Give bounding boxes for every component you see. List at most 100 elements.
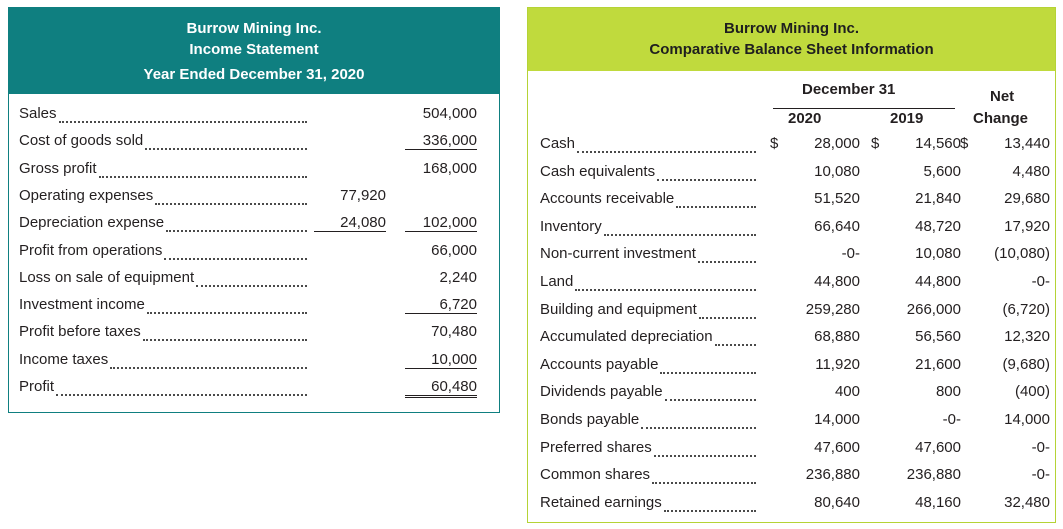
balance-row: Accumulated depreciation 68,880 56,560 12,3…: [540, 328, 1050, 355]
amount-2019: 800: [871, 383, 961, 400]
row-label: Investment income: [19, 296, 145, 314]
amount-2019: 236,880: [871, 466, 961, 483]
dot-leader: [196, 284, 307, 287]
col-change: Change: [973, 110, 1029, 127]
value: 236,880: [906, 466, 961, 484]
value: (10,080): [994, 245, 1050, 263]
dot-leader: [56, 394, 307, 396]
row-label: Dividends payable: [540, 383, 663, 401]
dot-leader: [699, 316, 756, 319]
amount-change: (400): [960, 383, 1050, 400]
amount-2019: 47,600: [871, 439, 961, 456]
value: 12,320: [1004, 328, 1050, 346]
balance-row: Bonds payable 14,000 -0- 14,000: [540, 411, 1050, 438]
income-row: Depreciation expense 24,080 102,000: [19, 214, 489, 241]
dot-leader: [575, 289, 756, 291]
balance-row: Inventory 66,640 48,720 17,920: [540, 218, 1050, 245]
amount-2020: 80,640: [770, 494, 860, 511]
value: 4,480: [1012, 162, 1050, 180]
balance-row: Accounts receivable 51,520 21,840 29,680: [540, 190, 1050, 217]
amount-2019: 21,600: [871, 356, 961, 373]
value: 66,640: [814, 217, 860, 235]
amount-outer: 168,000: [422, 159, 477, 177]
amount-change: (6,720): [960, 301, 1050, 318]
amount-2020: $28,000: [770, 135, 860, 152]
value: 68,880: [814, 328, 860, 346]
amount-inner: 24,080: [314, 214, 386, 233]
dot-leader: [652, 482, 756, 485]
amount-2019: 56,560: [871, 328, 961, 345]
income-row: Profit 60,480: [19, 378, 489, 405]
company-name: Burrow Mining Inc.: [186, 20, 322, 37]
row-label: Common shares: [540, 466, 651, 484]
currency-symbol: $: [871, 135, 880, 152]
amount-change: 12,320: [960, 328, 1050, 345]
value: 11,920: [815, 355, 860, 373]
balance-sheet-header: Burrow Mining Inc. Comparative Balance S…: [528, 8, 1055, 71]
amount-change: -0-: [960, 466, 1050, 483]
value: -0-: [841, 245, 860, 263]
dot-leader: [654, 454, 756, 457]
amount-2020: 259,280: [770, 301, 860, 318]
row-label: Profit: [19, 378, 55, 395]
row-label: Land: [540, 273, 574, 290]
value: 266,000: [906, 300, 961, 318]
income-row: Investment income 6,720: [19, 296, 489, 323]
value: -0-: [942, 411, 961, 428]
amount-change: (10,080): [960, 245, 1050, 262]
dot-leader: [660, 371, 756, 374]
dot-leader: [147, 312, 307, 315]
dot-leader: [698, 261, 756, 264]
value: 5,600: [923, 162, 961, 180]
value: 14,560: [915, 135, 961, 152]
value: (400): [1014, 383, 1050, 401]
value: (9,680): [1002, 355, 1050, 373]
value: 10,080: [814, 162, 860, 180]
value: 21,600: [915, 355, 961, 373]
income-row: Operating expenses 77,920: [19, 187, 489, 214]
income-row: Profit before taxes 70,480: [19, 323, 489, 350]
amount-outer: 66,000: [431, 241, 477, 259]
amount-inner: 77,920: [340, 186, 386, 204]
income-statement-header: Burrow Mining Inc. Income Statement Year…: [9, 8, 499, 94]
income-row: Sales 504,000: [19, 105, 489, 132]
statement-period: Year Ended December 31, 2020: [143, 66, 365, 83]
amount-2020: 11,920: [770, 356, 860, 373]
amount-2020: 236,880: [770, 466, 860, 483]
dot-leader: [155, 202, 307, 205]
row-label: Cost of goods sold: [19, 132, 144, 150]
value: 44,800: [814, 273, 860, 290]
amount-2019: 21,840: [871, 190, 961, 207]
value: 400: [834, 383, 860, 401]
amount-outer: 504,000: [422, 105, 477, 122]
amount-change: -0-: [960, 273, 1050, 290]
row-label: Income taxes: [19, 350, 109, 368]
dot-leader: [59, 121, 307, 123]
value: 32,480: [1004, 493, 1050, 511]
value: 28,000: [814, 135, 860, 152]
value: 47,600: [915, 438, 961, 456]
income-row: Loss on sale of equipment 2,240: [19, 269, 489, 296]
row-label: Accounts payable: [540, 355, 659, 373]
value: 259,280: [805, 300, 860, 318]
amount-change: -0-: [960, 439, 1050, 456]
income-row: Profit from operations 66,000: [19, 242, 489, 269]
value: 48,720: [915, 217, 961, 235]
value: 14,000: [814, 411, 860, 428]
amount-2019: -0-: [871, 411, 961, 428]
row-label: Building and equipment: [540, 300, 697, 318]
dot-leader: [641, 427, 756, 429]
value: 51,520: [814, 190, 860, 208]
row-label: Accounts receivable: [540, 190, 675, 208]
amount-2020: 14,000: [770, 411, 860, 428]
row-label: Bonds payable: [540, 411, 640, 428]
balance-row: Non-current investment -0- 10,080 (10,080): [540, 245, 1050, 272]
amount-2019: $14,560: [871, 135, 961, 152]
col-2019: 2019: [890, 110, 924, 127]
dot-leader: [664, 509, 756, 512]
amount-2019: 266,000: [871, 301, 961, 318]
amount-change: 32,480: [960, 494, 1050, 511]
value: 21,840: [915, 190, 961, 208]
amount-2019: 48,720: [871, 218, 961, 235]
value: 13,440: [1004, 135, 1050, 152]
